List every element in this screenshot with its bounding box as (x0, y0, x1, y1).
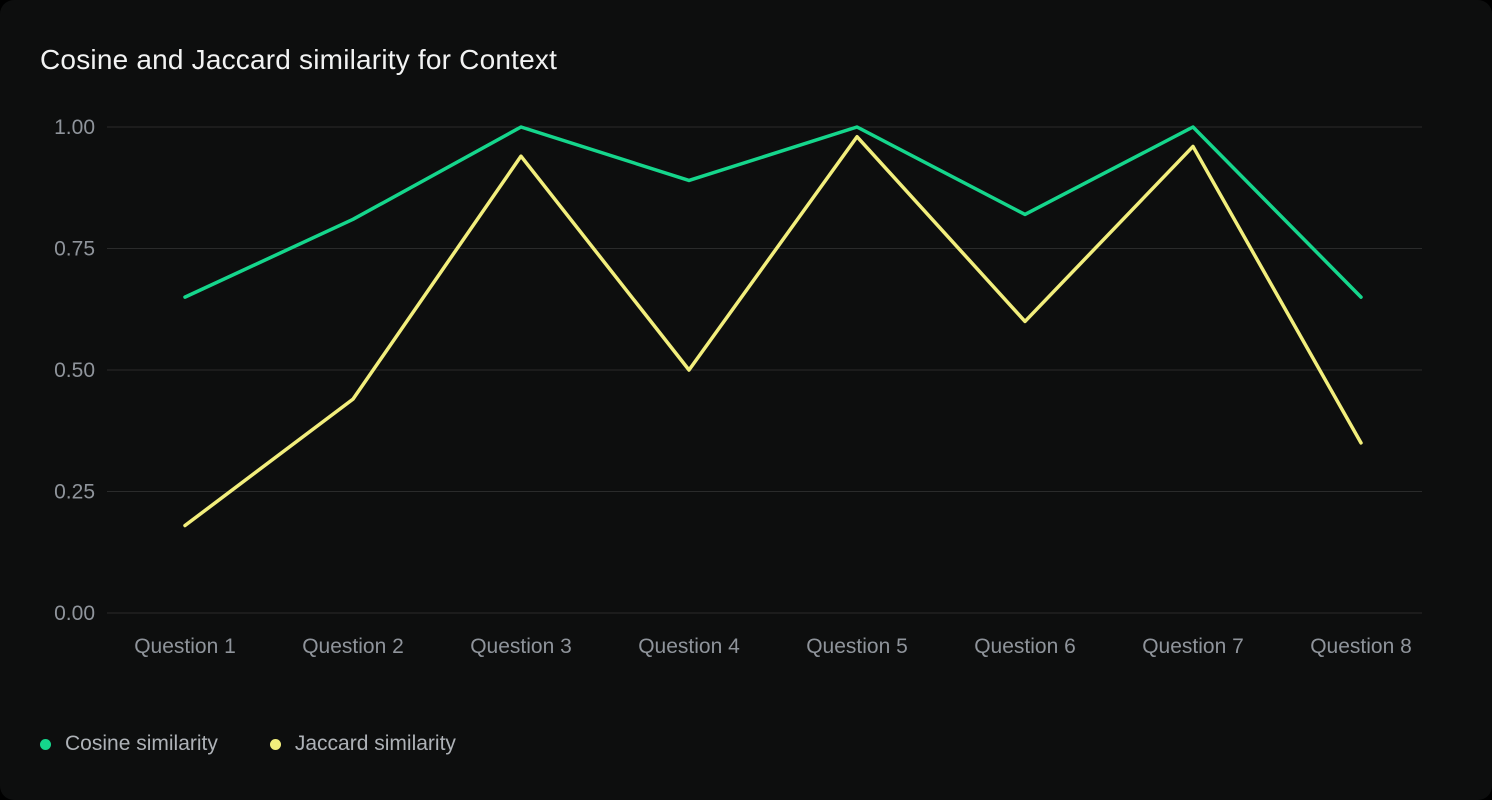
line-chart-plot-area: 1.00 0.75 0.50 0.25 0.00 Question 1 Question 2… (54, 116, 1422, 658)
legend-item-cosine-similarity[interactable]: Cosine similarity (40, 732, 218, 756)
x-axis-tick-label: Question 5 (806, 635, 908, 658)
legend-label: Jaccard similarity (294, 732, 456, 755)
series-line-jaccard-similarity (183, 134, 1363, 528)
y-axis-tick-label: 1.00 (54, 116, 95, 139)
y-axis-tick-label: 0.25 (54, 481, 95, 504)
chart-legend: Cosine similarity Jaccard similarity (40, 732, 456, 756)
x-axis-tick-label: Question 2 (302, 635, 404, 658)
x-axis-tick-label: Question 8 (1310, 635, 1412, 658)
x-axis-tick-label: Question 3 (470, 635, 572, 658)
legend-dot-icon (269, 738, 281, 750)
x-axis-tick-label: Question 1 (134, 635, 236, 658)
x-axis-tick-label: Question 7 (1142, 635, 1244, 658)
legend-item-jaccard-similarity[interactable]: Jaccard similarity (269, 732, 456, 756)
chart-title: Cosine and Jaccard similarity for Contex… (40, 44, 558, 75)
y-axis-tick-label: 0.00 (54, 602, 95, 625)
legend-label: Cosine similarity (65, 732, 218, 755)
x-axis-tick-label: Question 4 (638, 635, 740, 658)
x-axis-tick-label: Question 6 (974, 635, 1076, 658)
series-line-cosine-similarity (183, 125, 1363, 299)
y-axis-tick-label: 0.75 (54, 238, 95, 261)
y-axis-tick-label: 0.50 (54, 359, 95, 382)
legend-dot-icon (40, 738, 51, 750)
